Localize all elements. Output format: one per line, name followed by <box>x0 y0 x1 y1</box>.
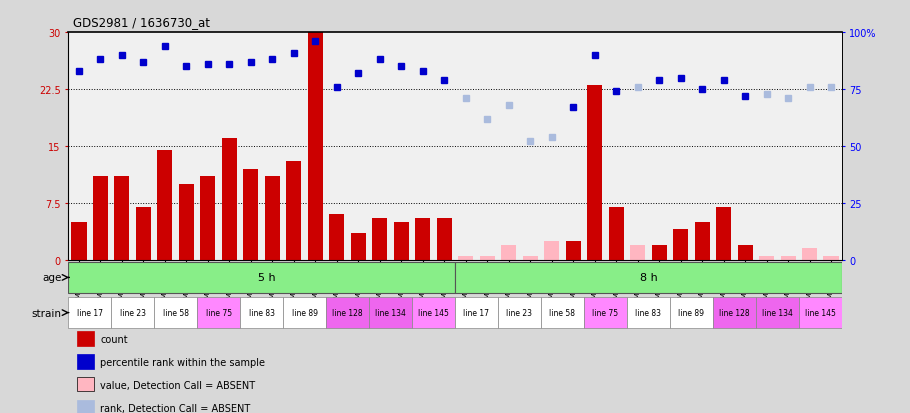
Bar <box>394 222 409 260</box>
Bar <box>455 262 842 294</box>
Bar <box>670 297 713 329</box>
Text: count: count <box>100 335 127 344</box>
Bar <box>326 297 369 329</box>
Bar <box>694 222 710 260</box>
Text: line 58: line 58 <box>163 309 188 317</box>
Bar <box>566 241 581 260</box>
Bar <box>243 169 258 260</box>
Bar <box>759 256 774 260</box>
Bar <box>522 256 538 260</box>
Bar <box>287 162 301 260</box>
Text: line 145: line 145 <box>804 309 835 317</box>
Bar <box>459 256 473 260</box>
Text: line 17: line 17 <box>76 309 103 317</box>
Text: line 128: line 128 <box>719 309 750 317</box>
Bar <box>437 218 451 260</box>
Bar <box>652 245 667 260</box>
Text: line 17: line 17 <box>463 309 490 317</box>
Bar <box>369 297 412 329</box>
Bar <box>480 256 495 260</box>
Text: line 83: line 83 <box>635 309 662 317</box>
Text: strain: strain <box>32 308 62 318</box>
Text: line 23: line 23 <box>507 309 532 317</box>
Bar <box>627 297 670 329</box>
Bar <box>544 241 560 260</box>
Text: 8 h: 8 h <box>640 273 657 283</box>
Text: line 75: line 75 <box>592 309 619 317</box>
Bar <box>824 256 838 260</box>
Text: line 89: line 89 <box>291 309 318 317</box>
Bar <box>136 207 151 260</box>
Text: value, Detection Call = ABSENT: value, Detection Call = ABSENT <box>100 380 255 390</box>
Bar <box>802 249 817 260</box>
Bar <box>157 150 173 260</box>
Text: age: age <box>43 273 62 283</box>
Bar <box>498 297 541 329</box>
Text: rank, Detection Call = ABSENT: rank, Detection Call = ABSENT <box>100 403 250 413</box>
Bar <box>308 33 323 260</box>
Bar <box>329 215 344 260</box>
Bar <box>716 207 731 260</box>
Text: line 145: line 145 <box>418 309 449 317</box>
Bar <box>713 297 756 329</box>
Bar <box>154 297 197 329</box>
Bar <box>673 230 688 260</box>
Bar <box>222 139 237 260</box>
Bar <box>111 297 154 329</box>
Bar <box>68 297 111 329</box>
Bar <box>72 222 86 260</box>
Text: GDS2981 / 1636730_at: GDS2981 / 1636730_at <box>73 16 210 29</box>
Bar <box>265 177 280 260</box>
Bar <box>541 297 584 329</box>
Bar <box>115 177 129 260</box>
Bar <box>197 297 240 329</box>
Bar <box>781 256 795 260</box>
Bar <box>68 262 455 294</box>
Bar <box>455 297 498 329</box>
Text: line 128: line 128 <box>332 309 363 317</box>
Bar <box>412 297 455 329</box>
Bar <box>350 234 366 260</box>
Text: line 134: line 134 <box>762 309 793 317</box>
Bar <box>609 207 623 260</box>
Bar <box>630 245 645 260</box>
Bar <box>283 297 326 329</box>
Bar <box>584 297 627 329</box>
Text: 5 h: 5 h <box>258 273 276 283</box>
Text: line 75: line 75 <box>206 309 232 317</box>
Text: line 23: line 23 <box>120 309 146 317</box>
Text: line 89: line 89 <box>678 309 704 317</box>
Bar <box>179 185 194 260</box>
Bar <box>200 177 216 260</box>
Bar <box>587 86 602 260</box>
Text: line 58: line 58 <box>550 309 575 317</box>
Bar <box>415 218 430 260</box>
Bar <box>799 297 842 329</box>
Bar <box>756 297 799 329</box>
Bar <box>93 177 108 260</box>
Bar <box>372 218 388 260</box>
Bar <box>240 297 283 329</box>
Text: line 134: line 134 <box>375 309 406 317</box>
Text: line 83: line 83 <box>248 309 275 317</box>
Bar <box>501 245 516 260</box>
Text: percentile rank within the sample: percentile rank within the sample <box>100 357 265 367</box>
Bar <box>737 245 753 260</box>
